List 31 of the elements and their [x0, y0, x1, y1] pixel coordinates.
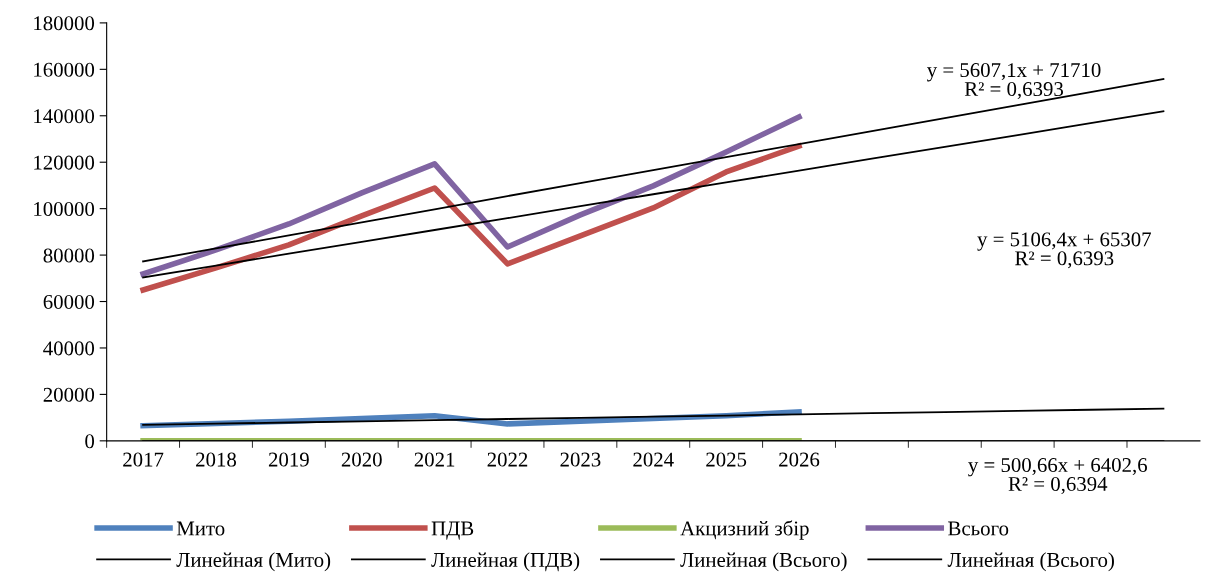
text: y = 500,66x + 6402,6 R² = 0,6394	[968, 458, 1148, 495]
legend-label: Всього	[948, 521, 1009, 536]
y-tick-label: 100000	[34, 202, 95, 217]
y-tick-label: 60000	[43, 294, 95, 309]
y-tick-label: 40000	[43, 341, 95, 356]
x-tick-label: 2019	[268, 452, 309, 467]
legend-label: Линейная (Всього)	[680, 552, 847, 572]
y-tick-label: 160000	[34, 62, 95, 77]
x-tick-label: 2026	[779, 452, 820, 467]
legend-label: Линейная (ПДВ)	[431, 552, 580, 572]
x-tick-label: 2025	[706, 452, 747, 467]
y-tick-label: 80000	[43, 248, 95, 263]
x-tick-label: 2020	[341, 452, 382, 467]
x-tick-label: 2017	[123, 452, 164, 467]
legend-label: Линейная (Всього)	[947, 552, 1114, 572]
annotation: y = 5106,4x + 65307 R² = 0,6393	[977, 232, 1151, 269]
x-tick-label: 2018	[196, 452, 237, 467]
y-tick-label: 120000	[34, 155, 95, 170]
y-tick-label: 0	[85, 434, 95, 449]
legend-label: Линейная (Мито)	[176, 552, 331, 572]
y-tick-label: 20000	[43, 387, 95, 402]
annotation: y = 5607,1x + 71710 R² = 0,6393	[927, 63, 1101, 100]
y-tick-label: 180000	[34, 16, 95, 31]
legend-label: Акцизний збір	[680, 520, 809, 540]
y-tick-label: 140000	[34, 109, 95, 124]
x-tick-label: 2021	[414, 452, 455, 467]
legend-label: ПДВ	[431, 521, 474, 540]
x-tick-label: 2022	[487, 452, 528, 467]
x-tick-label: 2023	[560, 452, 601, 467]
legend-label: Мито	[176, 521, 225, 536]
x-tick-label: 2024	[633, 452, 674, 467]
